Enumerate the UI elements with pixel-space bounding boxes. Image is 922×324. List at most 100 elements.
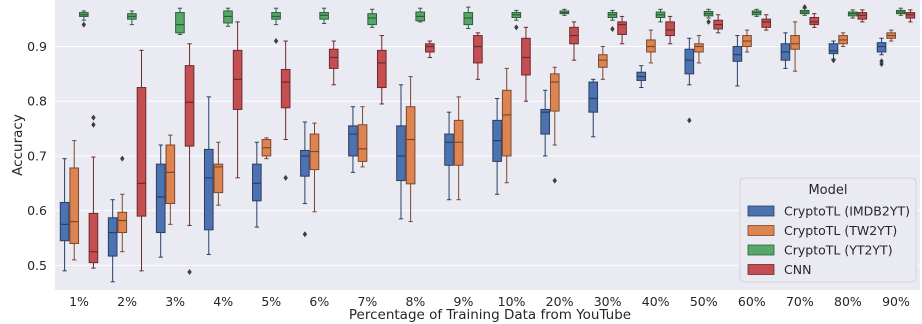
legend-title: Model (808, 183, 847, 198)
legend: Model CryptoTL (IMDB2YT) CryptoTL (TW2YT)… (739, 177, 917, 283)
box-cryptotl-yt2yt--1 (127, 10, 137, 26)
box-cryptotl-imdb2yt--3 (203, 96, 214, 255)
x-tick-label: 80% (834, 294, 862, 309)
outlier-marker (687, 117, 692, 124)
box-cnn-15 (809, 13, 820, 28)
box-cnn-6 (376, 35, 387, 105)
box-iqr (444, 133, 454, 166)
box-cryptotl-yt2yt--10 (559, 8, 570, 16)
box-iqr (549, 73, 560, 112)
box-cryptotl-yt2yt--6 (367, 8, 377, 28)
x-axis-ticks: 1% 2% 3% 4% 5% 6% 7% 8% 9% 10% 20% 30% 40% 50% 60% 70% 8… (69, 294, 910, 309)
outlier-marker (879, 58, 884, 65)
x-tick-label: 40% (642, 294, 670, 309)
box-cryptotl-tw2yt--1 (117, 155, 128, 253)
outlier-marker (273, 38, 279, 45)
box-cryptotl-tw2yt--16 (838, 32, 848, 48)
box-iqr (761, 18, 772, 28)
outlier-marker (91, 121, 96, 128)
legend-label: CryptoTL (IMDB2YT) (784, 204, 910, 219)
box-iqr (876, 42, 887, 53)
x-tick-label: 20% (546, 294, 574, 309)
box-iqr (405, 106, 416, 185)
box-cryptotl-tw2yt--4 (261, 137, 272, 160)
box-iqr (732, 46, 743, 62)
box-cryptotl-imdb2yt--10 (540, 89, 550, 157)
legend-items: CryptoTL (IMDB2YT) CryptoTL (TW2YT) Crypto… (747, 204, 910, 277)
outlier-marker (283, 174, 288, 181)
y-tick-label: 0.5 (27, 258, 47, 273)
outlier-marker (831, 57, 836, 64)
box-cryptotl-imdb2yt--0 (59, 158, 70, 272)
box-cryptotl-tw2yt--7 (405, 76, 416, 223)
box-iqr (598, 54, 608, 68)
box-iqr (280, 68, 291, 109)
box-cryptotl-imdb2yt--7 (396, 84, 406, 220)
box-cryptotl-yt2yt--5 (319, 7, 329, 25)
legend-swatch (747, 225, 775, 236)
box-cnn-0 (88, 114, 99, 269)
box-cryptotl-imdb2yt--11 (588, 78, 599, 138)
box-iqr (328, 48, 339, 69)
box-cnn-2 (184, 43, 195, 275)
legend-swatch (747, 244, 775, 256)
box-cnn-3 (232, 21, 243, 179)
box-iqr (88, 212, 99, 264)
x-tick-label: 5% (261, 294, 281, 309)
box-cryptotl-imdb2yt--2 (155, 144, 166, 258)
box-cryptotl-imdb2yt--5 (300, 121, 310, 238)
box-cryptotl-yt2yt--9 (511, 9, 522, 31)
box-iqr (300, 149, 310, 177)
x-tick-label: 70% (786, 294, 814, 309)
box-cryptotl-imdb2yt--17 (876, 37, 887, 68)
box-iqr (521, 37, 531, 76)
box-cryptotl-imdb2yt--6 (348, 106, 358, 173)
box-iqr (588, 81, 599, 113)
outlier-marker (187, 268, 192, 275)
box-iqr (107, 217, 118, 257)
y-tick-label: 0.9 (27, 39, 47, 54)
y-tick-label: 0.8 (27, 94, 47, 109)
box-cryptotl-imdb2yt--8 (444, 111, 454, 201)
legend-label: CNN (784, 262, 811, 277)
outlier-marker (91, 114, 96, 121)
box-cryptotl-yt2yt--8 (463, 6, 474, 29)
box-cryptotl-tw2yt--14 (742, 29, 752, 53)
box-cryptotl-yt2yt--14 (751, 8, 762, 17)
box-cryptotl-tw2yt--3 (213, 141, 224, 206)
box-cryptotl-imdb2yt--1 (107, 199, 118, 283)
box-iqr (117, 211, 128, 234)
box-iqr (175, 12, 185, 34)
x-tick-label: 30% (594, 294, 622, 309)
x-tick-label: 2% (117, 294, 137, 309)
x-tick-label: 50% (690, 294, 718, 309)
box-cryptotl-tw2yt--12 (646, 29, 656, 64)
y-axis-ticks: 0.5 0.6 0.7 0.8 0.9 (27, 39, 47, 273)
box-cryptotl-imdb2yt--4 (252, 141, 262, 228)
box-series (59, 4, 916, 283)
box-cnn-13 (713, 14, 723, 34)
box-iqr (357, 124, 368, 162)
box-iqr (348, 125, 358, 157)
box-cryptotl-tw2yt--2 (165, 134, 176, 225)
outlier-marker (610, 26, 615, 32)
box-iqr (694, 43, 704, 53)
box-iqr (136, 87, 147, 217)
box-cryptotl-imdb2yt--12 (636, 65, 647, 89)
box-cryptotl-tw2yt--9 (501, 67, 512, 184)
y-axis-label: Accuracy (10, 114, 26, 176)
box-iqr (665, 21, 675, 37)
box-cryptotl-tw2yt--11 (598, 46, 608, 80)
box-cryptotl-imdb2yt--15 (780, 32, 791, 69)
box-cryptotl-yt2yt--7 (415, 7, 426, 23)
box-cnn-17 (905, 9, 916, 23)
box-cryptotl-tw2yt--10 (549, 66, 560, 184)
box-iqr (69, 167, 80, 244)
box-cryptotl-yt2yt--15 (799, 4, 810, 16)
box-cryptotl-yt2yt--17 (895, 7, 906, 16)
box-iqr (165, 144, 176, 205)
legend-label: CryptoTL (TW2YT) (784, 223, 897, 238)
box-cryptotl-tw2yt--17 (886, 29, 896, 42)
box-cryptotl-yt2yt--16 (847, 9, 858, 19)
box-iqr (367, 13, 377, 26)
